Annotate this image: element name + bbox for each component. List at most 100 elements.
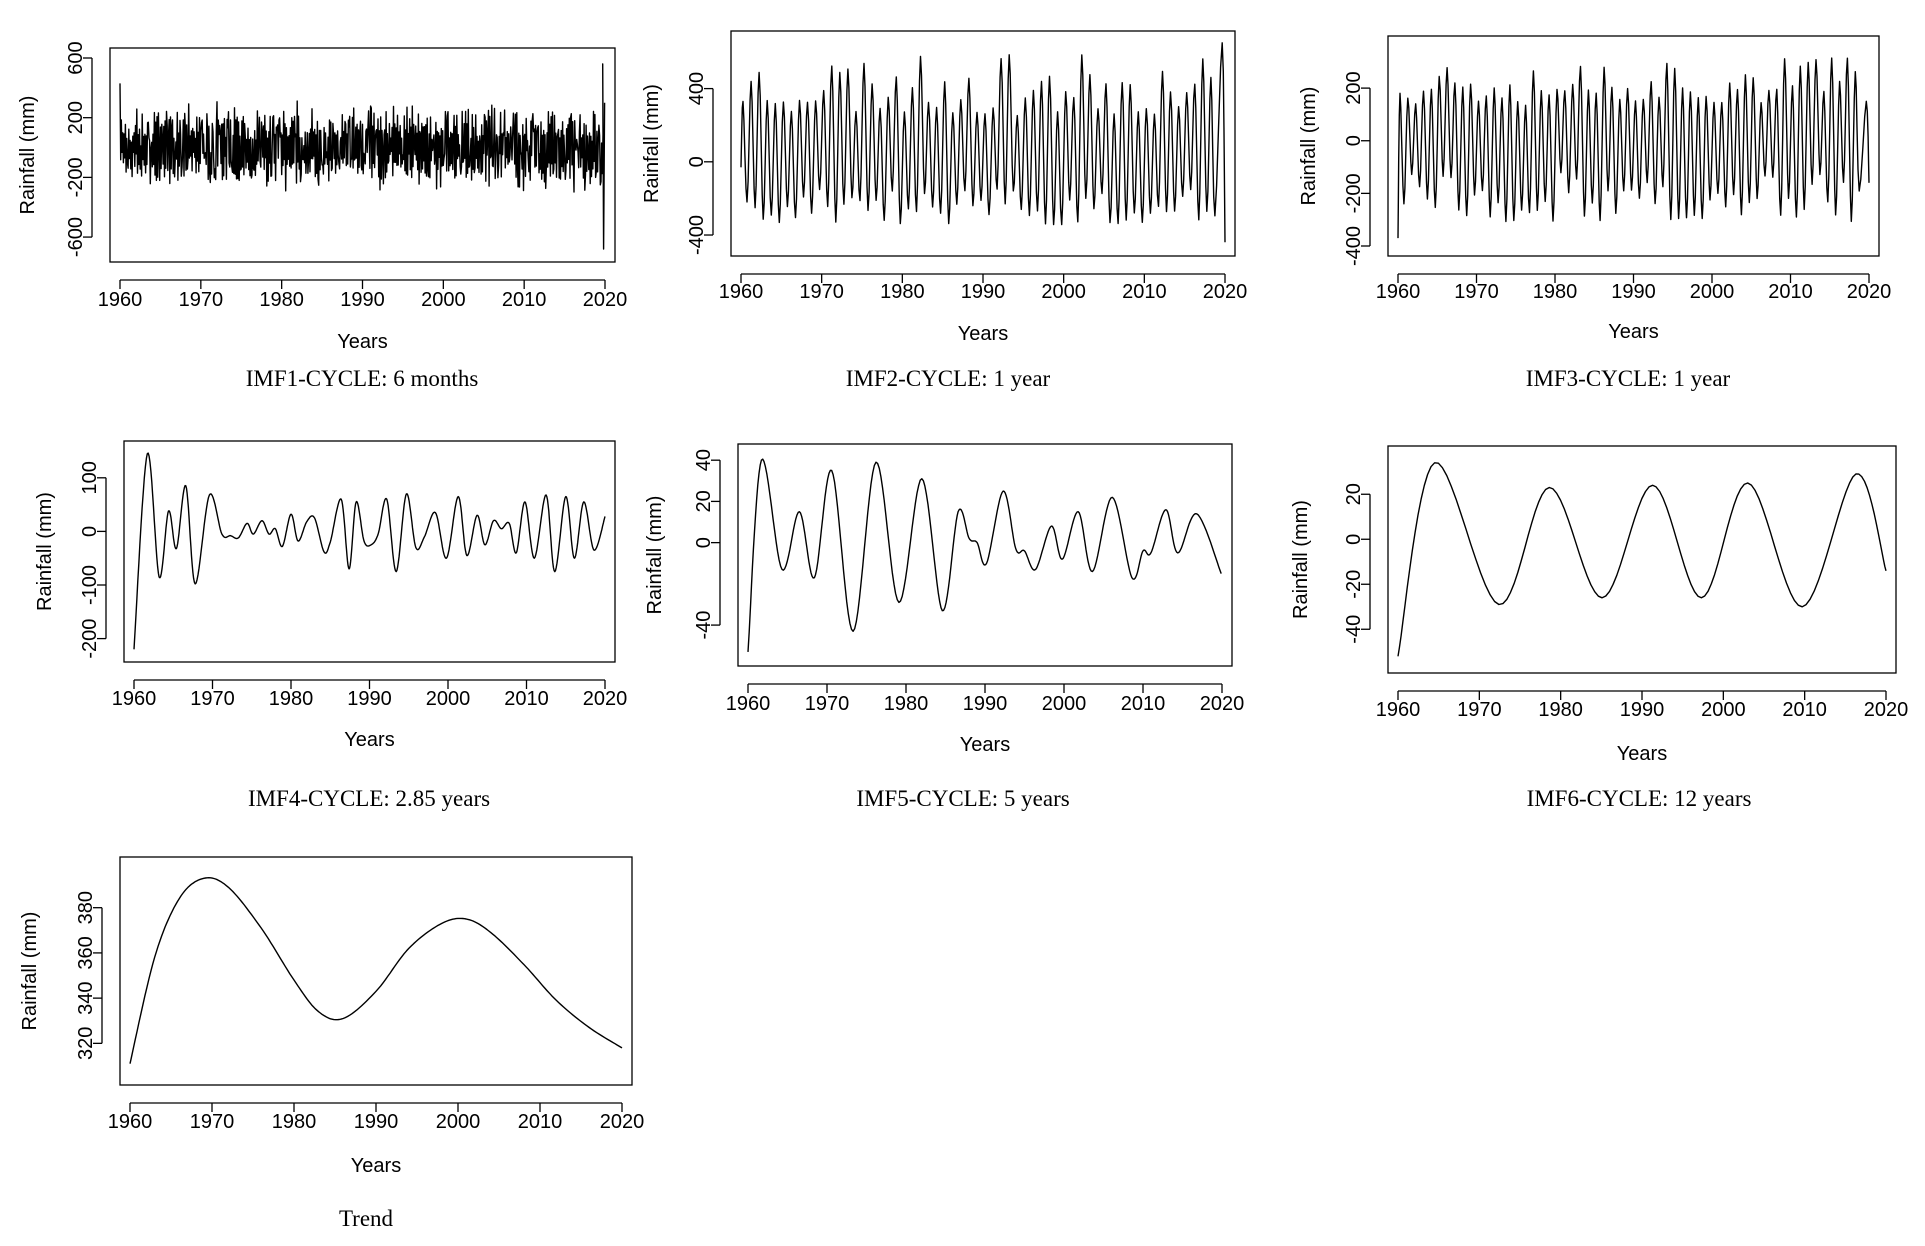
x-tick-label: 2000 bbox=[421, 289, 466, 311]
x-tick-label: 2010 bbox=[1768, 281, 1813, 303]
y-tick-label: 20 bbox=[693, 490, 715, 512]
y-tick-label: -200 bbox=[1343, 173, 1365, 213]
chart-imf3: 1960 1970 1980 1990 2000 2010 20202000-200-400… bbox=[1298, 35, 1892, 391]
panel-caption: IMF2-CYCLE: 1 year bbox=[846, 366, 1051, 391]
x-tick-label: 1980 bbox=[1538, 699, 1583, 721]
series-line bbox=[740, 42, 1226, 243]
x-tick-label: 2020 bbox=[1847, 281, 1892, 303]
x-tick-label: 1980 bbox=[880, 281, 925, 303]
chart-imf6: 1960 1970 1980 1990 2000 2010 2020200-20-40Yea… bbox=[1290, 445, 1909, 811]
x-tick-label: 2010 bbox=[502, 289, 547, 311]
x-tick-label: 1970 bbox=[1454, 281, 1499, 303]
y-tick-label: -40 bbox=[1343, 615, 1365, 644]
y-tick-label: -200 bbox=[65, 157, 87, 197]
y-tick-label: 0 bbox=[1343, 534, 1365, 545]
x-tick-label: 2020 bbox=[1200, 693, 1245, 715]
x-tick-label: 1960 bbox=[112, 688, 157, 710]
y-axis-title: Rainfall (mm) bbox=[644, 496, 666, 615]
x-tick-label: 2000 bbox=[1690, 281, 1735, 303]
series-line bbox=[129, 877, 623, 1064]
x-tick-label: 1990 bbox=[1611, 281, 1656, 303]
series-line bbox=[1397, 462, 1887, 657]
panel-caption: IMF3-CYCLE: 1 year bbox=[1526, 366, 1731, 391]
chart-imf5: 1960 1970 1980 1990 2000 2010 2020 40 20 0 -40 Year… bbox=[644, 443, 1245, 811]
x-tick-label: 1980 bbox=[259, 289, 304, 311]
x-tick-label: 1960 bbox=[108, 1111, 153, 1133]
plot-frame bbox=[737, 443, 1233, 667]
y-tick-label: -40 bbox=[693, 611, 715, 640]
y-tick-label: 200 bbox=[65, 101, 87, 134]
x-tick-label: 1960 bbox=[719, 281, 764, 303]
panel-caption: Trend bbox=[339, 1206, 394, 1231]
y-tick-label: 400 bbox=[686, 72, 708, 105]
x-tick-label: 1980 bbox=[1533, 281, 1578, 303]
plot-frame bbox=[1387, 35, 1880, 257]
chart-imf2: 1960 1970 1980 1990 2000 2010 2020 400 0 -400 Year… bbox=[641, 30, 1248, 391]
plot-frame bbox=[730, 30, 1236, 257]
x-tick-label: 2010 bbox=[1782, 699, 1827, 721]
y-tick-label: -400 bbox=[686, 215, 708, 255]
panel-caption: IMF6-CYCLE: 12 years bbox=[1527, 786, 1752, 811]
panel-caption: IMF1-CYCLE: 6 months bbox=[246, 366, 479, 391]
series-line bbox=[747, 458, 1222, 652]
chart-imf1: 1960 1970 1980 1990 2000 2010 2020 600 200 -200 -6… bbox=[17, 41, 627, 391]
x-axis-title: Years bbox=[337, 331, 387, 353]
panel-caption: IMF5-CYCLE: 5 years bbox=[856, 786, 1069, 811]
x-axis-title: Years bbox=[1608, 321, 1658, 343]
x-tick-label: 2010 bbox=[518, 1111, 563, 1133]
plot-frame bbox=[119, 856, 633, 1086]
x-tick-label: 1980 bbox=[884, 693, 929, 715]
y-tick-label: 100 bbox=[79, 461, 101, 494]
y-axis-title: Rainfall (mm) bbox=[641, 84, 663, 203]
y-tick-label: -200 bbox=[79, 619, 101, 659]
x-tick-label: 1960 bbox=[1376, 699, 1421, 721]
y-axis-title: Rainfall (mm) bbox=[34, 492, 56, 611]
x-tick-label: 1990 bbox=[1620, 699, 1665, 721]
y-tick-label: 320 bbox=[75, 1027, 97, 1060]
x-tick-label: 2010 bbox=[1122, 281, 1167, 303]
y-axis-title: Rainfall (mm) bbox=[1290, 500, 1312, 619]
x-tick-label: 1960 bbox=[98, 289, 143, 311]
x-tick-label: 1960 bbox=[726, 693, 771, 715]
x-tick-label: 1990 bbox=[340, 289, 385, 311]
y-tick-label: 0 bbox=[79, 526, 101, 537]
series-line bbox=[133, 452, 606, 650]
x-tick-label: 2020 bbox=[600, 1111, 645, 1133]
y-tick-label: 20 bbox=[1343, 483, 1365, 505]
x-tick-label: 1960 bbox=[1376, 281, 1421, 303]
x-tick-label: 1970 bbox=[805, 693, 850, 715]
panel-caption: IMF4-CYCLE: 2.85 years bbox=[248, 786, 490, 811]
x-tick-label: 1990 bbox=[354, 1111, 399, 1133]
x-tick-label: 2000 bbox=[1701, 699, 1746, 721]
series-line bbox=[119, 63, 606, 250]
x-tick-label: 1970 bbox=[799, 281, 844, 303]
y-axis-title: Rainfall (mm) bbox=[19, 912, 41, 1031]
x-tick-label: 2010 bbox=[504, 688, 549, 710]
x-tick-label: 1990 bbox=[347, 688, 392, 710]
plot-frame bbox=[123, 440, 616, 663]
x-tick-label: 1990 bbox=[963, 693, 1008, 715]
x-tick-label: 2000 bbox=[426, 688, 471, 710]
y-tick-label: 0 bbox=[686, 156, 708, 167]
x-tick-label: 2020 bbox=[1203, 281, 1248, 303]
x-tick-label: 1970 bbox=[190, 688, 235, 710]
y-tick-label: 340 bbox=[75, 981, 97, 1014]
y-axis-title: Rainfall (mm) bbox=[1298, 87, 1320, 206]
chart-imf4: 1960 1970 1980 1990 2000 2010 2020 100 0 -100 -200… bbox=[34, 440, 627, 811]
x-axis-title: Years bbox=[958, 323, 1008, 345]
y-tick-label: 40 bbox=[693, 449, 715, 471]
x-tick-label: 1970 bbox=[179, 289, 224, 311]
x-axis-title: Years bbox=[344, 729, 394, 751]
y-tick-label: 360 bbox=[75, 936, 97, 969]
x-tick-label: 2000 bbox=[1041, 281, 1086, 303]
y-tick-label: -400 bbox=[1343, 226, 1365, 266]
y-axis-title: Rainfall (mm) bbox=[17, 96, 39, 215]
x-axis-title: Years bbox=[1617, 743, 1667, 765]
x-axis-title: Years bbox=[960, 734, 1010, 756]
x-tick-label: 2020 bbox=[1864, 699, 1909, 721]
y-tick-label: -20 bbox=[1343, 570, 1365, 599]
x-tick-label: 1970 bbox=[1457, 699, 1502, 721]
y-tick-label: 200 bbox=[1343, 71, 1365, 104]
x-tick-label: 1990 bbox=[961, 281, 1006, 303]
